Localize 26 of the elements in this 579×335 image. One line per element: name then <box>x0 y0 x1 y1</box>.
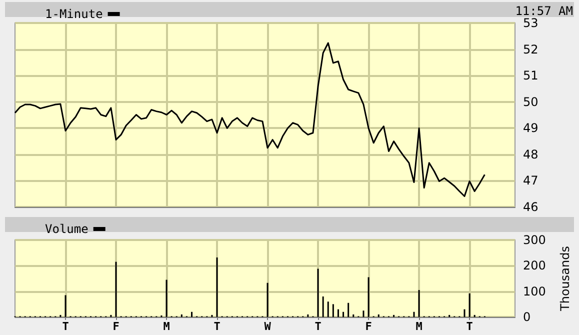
y-tick-label: 52 <box>523 42 538 56</box>
x-tick-label: M <box>163 320 170 333</box>
x-tick-label: T <box>314 320 322 333</box>
y-tick-label: 0 <box>523 310 531 324</box>
x-tick-label: F <box>365 320 372 333</box>
y-tick-label: 49 <box>523 121 538 136</box>
y-tick-label: 100 <box>523 284 546 298</box>
y-tick-label: 47 <box>523 174 538 188</box>
y-tick-label: 46 <box>523 200 538 214</box>
x-tick-label: W <box>264 320 272 333</box>
y-tick-label: 53 <box>523 16 538 30</box>
x-tick-label: M <box>416 320 423 333</box>
y-axis-title: Thousands <box>558 246 572 312</box>
y-tick-label: 50 <box>523 94 538 109</box>
y-tick-label: 300 <box>523 233 546 247</box>
text: 11:57 AM <box>515 4 573 18</box>
x-tick-label: F <box>112 320 120 333</box>
y-tick-label: 48 <box>523 147 538 162</box>
legend-label: 1-Minute <box>45 7 103 21</box>
x-tick-label: T <box>214 320 221 333</box>
line-series <box>14 42 486 197</box>
x-tick-label: T <box>62 320 70 333</box>
x-tick-label: T <box>466 320 474 333</box>
y-tick-label: 200 <box>523 258 546 273</box>
legend-label: Volume <box>44 222 88 236</box>
y-tick-label: 51 <box>523 68 538 83</box>
